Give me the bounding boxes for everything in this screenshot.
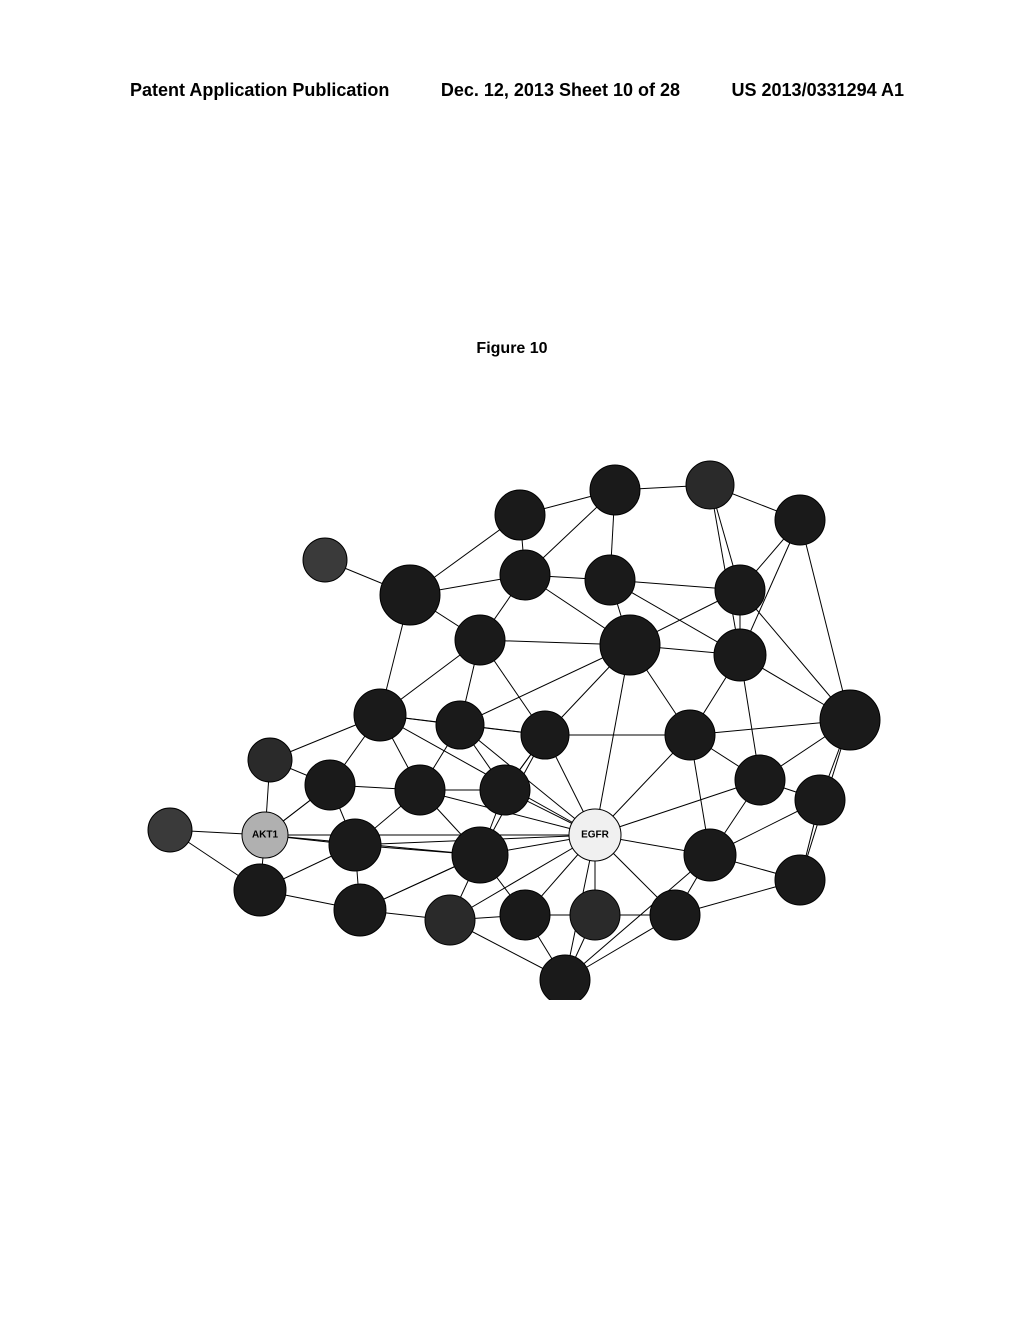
nodes-group: AKT1EGFR bbox=[148, 461, 880, 1000]
network-node bbox=[380, 565, 440, 625]
page-header: Patent Application Publication Dec. 12, … bbox=[0, 80, 1024, 101]
network-node bbox=[495, 490, 545, 540]
network-node bbox=[569, 809, 621, 861]
network-node bbox=[570, 890, 620, 940]
network-node bbox=[590, 465, 640, 515]
network-node bbox=[455, 615, 505, 665]
network-node bbox=[665, 710, 715, 760]
network-node bbox=[425, 895, 475, 945]
network-node bbox=[500, 550, 550, 600]
network-node bbox=[436, 701, 484, 749]
header-left: Patent Application Publication bbox=[130, 80, 389, 101]
network-node bbox=[452, 827, 508, 883]
network-node bbox=[354, 689, 406, 741]
network-node bbox=[795, 775, 845, 825]
network-node bbox=[650, 890, 700, 940]
network-node bbox=[714, 629, 766, 681]
network-node bbox=[585, 555, 635, 605]
network-node bbox=[500, 890, 550, 940]
network-svg: AKT1EGFR bbox=[130, 460, 900, 1000]
header-right: US 2013/0331294 A1 bbox=[732, 80, 904, 101]
network-node bbox=[334, 884, 386, 936]
network-node bbox=[242, 812, 288, 858]
network-node bbox=[775, 495, 825, 545]
network-diagram: AKT1EGFR bbox=[130, 460, 900, 1000]
network-node bbox=[305, 760, 355, 810]
network-node bbox=[148, 808, 192, 852]
network-node bbox=[775, 855, 825, 905]
network-node bbox=[735, 755, 785, 805]
header-center: Dec. 12, 2013 Sheet 10 of 28 bbox=[441, 80, 680, 101]
network-node bbox=[684, 829, 736, 881]
network-node bbox=[303, 538, 347, 582]
network-node bbox=[540, 955, 590, 1000]
figure-title: Figure 10 bbox=[0, 340, 1024, 358]
network-node bbox=[820, 690, 880, 750]
network-node bbox=[248, 738, 292, 782]
network-node bbox=[686, 461, 734, 509]
network-node bbox=[715, 565, 765, 615]
network-node bbox=[395, 765, 445, 815]
network-node bbox=[480, 765, 530, 815]
network-node bbox=[234, 864, 286, 916]
network-node bbox=[521, 711, 569, 759]
network-node bbox=[600, 615, 660, 675]
network-node bbox=[329, 819, 381, 871]
